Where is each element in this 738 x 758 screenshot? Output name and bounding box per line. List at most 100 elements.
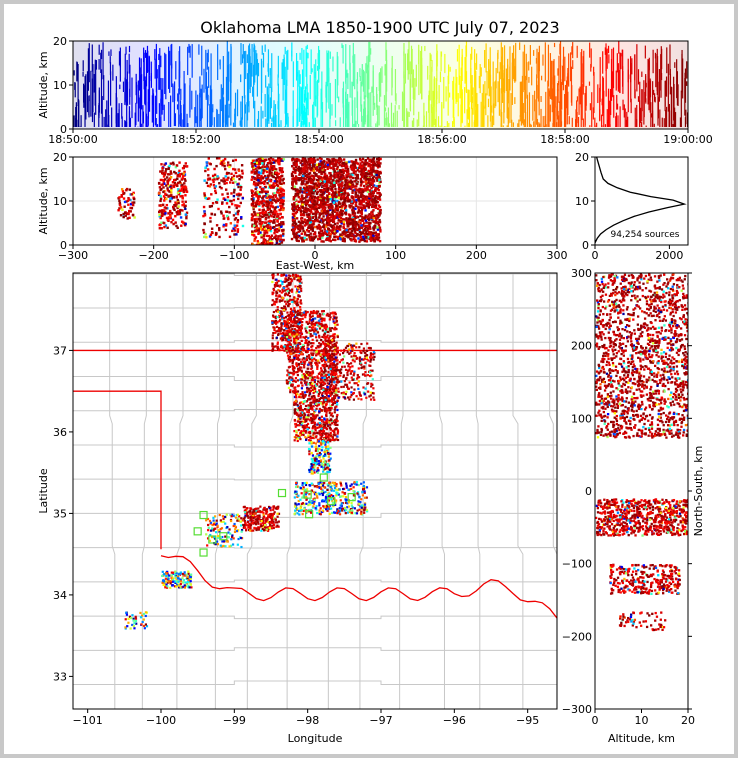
east-west-source xyxy=(263,190,267,193)
east-west-source xyxy=(308,199,311,202)
east-west-source xyxy=(332,220,336,223)
plan-view-source xyxy=(271,343,274,346)
east-west-source xyxy=(361,190,365,194)
east-west-source xyxy=(352,220,355,224)
east-west-source xyxy=(273,221,276,224)
east-west-source xyxy=(372,216,376,220)
east-west-source xyxy=(346,186,350,189)
east-west-source xyxy=(374,231,377,235)
east-west-source xyxy=(233,224,236,227)
east-west-source xyxy=(346,167,350,171)
east-west-source xyxy=(341,210,345,213)
east-west-source xyxy=(269,165,273,168)
east-west-source xyxy=(267,216,270,219)
east-west-source xyxy=(185,216,188,220)
histogram-ytick: 20 xyxy=(575,151,589,164)
east-west-source xyxy=(366,236,370,239)
east-west-source xyxy=(177,171,181,174)
east-west-source xyxy=(218,228,221,232)
east-west-source xyxy=(293,220,296,224)
east-west-source xyxy=(262,224,265,227)
plan-view-source xyxy=(284,346,288,349)
east-west-source xyxy=(185,188,188,191)
east-west-source xyxy=(210,212,213,216)
east-west-source xyxy=(322,200,326,203)
east-west-source xyxy=(350,200,353,203)
plan-view-source xyxy=(284,339,287,342)
plan-view-source xyxy=(290,279,293,283)
east-west-source xyxy=(371,213,374,216)
east-west-source xyxy=(337,187,341,191)
plan-view-source xyxy=(285,350,288,353)
east-west-source xyxy=(312,212,315,216)
east-west-source xyxy=(293,225,296,228)
east-west-source xyxy=(303,162,306,165)
east-west-source xyxy=(274,230,277,233)
east-west-source xyxy=(257,227,261,230)
east-west-source xyxy=(361,164,365,167)
east-west-source xyxy=(378,214,381,217)
east-west-source xyxy=(236,220,239,224)
east-west-source xyxy=(369,238,373,241)
east-west-source xyxy=(238,177,241,181)
plan-view-panel: −101 −100 −99 −98 −97 −96 −953334353637Longitu… xyxy=(37,272,558,745)
east-west-source xyxy=(236,228,240,231)
east-west-source xyxy=(182,172,185,175)
east-west-source xyxy=(226,161,230,164)
east-west-source xyxy=(271,201,274,205)
east-west-source xyxy=(252,205,256,208)
east-west-source xyxy=(377,224,381,227)
east-west-source xyxy=(310,192,314,195)
east-west-source xyxy=(158,204,161,207)
east-west-source xyxy=(347,218,351,222)
east-west-source xyxy=(267,222,271,225)
east-west-source xyxy=(263,221,267,224)
east-west-source xyxy=(376,226,379,229)
east-west-source xyxy=(368,223,371,227)
east-west-source xyxy=(379,162,382,165)
east-west-source xyxy=(228,211,231,214)
east-west-source xyxy=(334,181,338,184)
east-west-source xyxy=(282,202,285,206)
east-west-source xyxy=(182,221,185,224)
east-west-source xyxy=(294,189,298,192)
east-west-source xyxy=(261,215,264,219)
east-west-source xyxy=(165,207,168,210)
east-west-source xyxy=(236,230,240,233)
east-west-source xyxy=(362,172,366,176)
east-west-source xyxy=(254,187,257,191)
east-west-xtick: −100 xyxy=(219,249,249,262)
time-height-ytick: 0 xyxy=(60,123,67,136)
east-west-source xyxy=(359,206,363,209)
east-west-source xyxy=(278,181,282,184)
east-west-source xyxy=(269,159,272,163)
east-west-source xyxy=(301,187,305,191)
east-west-source xyxy=(364,219,368,222)
plan-view-source xyxy=(275,278,278,281)
east-west-source xyxy=(178,169,181,173)
plan-view-source xyxy=(277,315,280,319)
east-west-source xyxy=(267,202,270,205)
plan-view-source xyxy=(277,288,280,292)
east-west-source xyxy=(170,186,173,190)
east-west-source xyxy=(226,164,230,167)
east-west-source xyxy=(302,213,306,217)
east-west-source xyxy=(305,161,309,164)
east-west-source xyxy=(345,176,349,179)
east-west-source xyxy=(292,196,296,199)
east-west-source xyxy=(364,216,367,219)
east-west-source xyxy=(293,187,297,191)
plan-view-source xyxy=(288,330,291,333)
east-west-source xyxy=(175,203,178,206)
east-west-source xyxy=(169,162,173,165)
east-west-source xyxy=(292,230,295,234)
east-west-source xyxy=(297,227,301,231)
east-west-source xyxy=(259,185,262,189)
east-west-source xyxy=(225,223,228,226)
east-west-source xyxy=(235,206,238,210)
east-west-source xyxy=(354,158,358,162)
east-west-source xyxy=(361,223,365,227)
east-west-source xyxy=(234,226,237,229)
east-west-source xyxy=(300,205,303,208)
east-west-source xyxy=(278,242,281,245)
